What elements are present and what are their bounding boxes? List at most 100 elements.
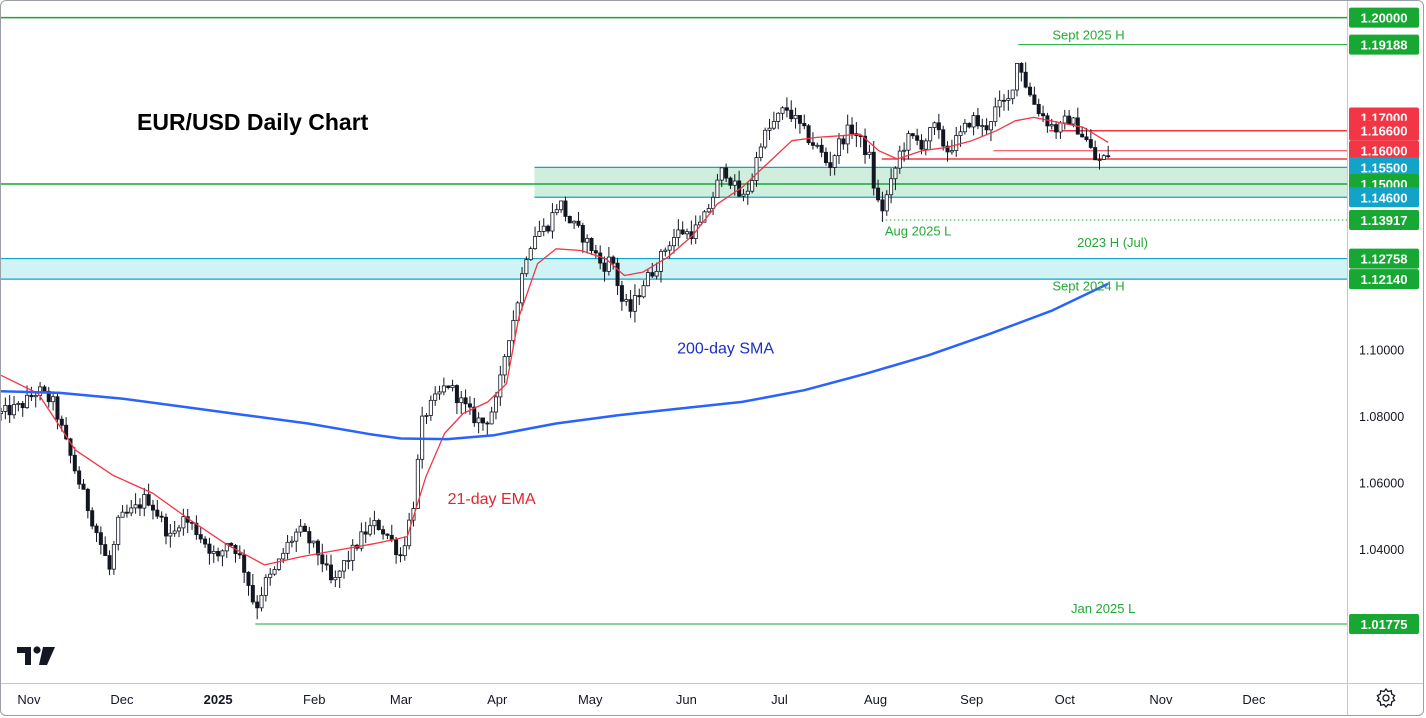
candle-80	[346, 550, 351, 570]
candle-200	[867, 144, 872, 159]
candle-body	[537, 231, 542, 237]
candle-132	[572, 220, 577, 229]
candle-167	[724, 163, 729, 183]
candle-body	[289, 540, 294, 543]
candle-238	[1032, 86, 1037, 105]
candle-body	[672, 237, 677, 247]
candle-128	[554, 204, 559, 216]
candle-body	[1010, 89, 1015, 100]
candle-body	[25, 394, 30, 409]
candle-body	[229, 542, 234, 546]
candle-body	[476, 417, 481, 424]
candle-body	[797, 115, 802, 124]
candle-body	[685, 231, 690, 235]
candle-body	[272, 569, 277, 575]
candle-body	[98, 532, 103, 545]
candle-229	[993, 97, 998, 127]
candle-199	[863, 128, 868, 164]
candle-body	[480, 417, 485, 424]
series-21-day-ema	[1, 116, 1109, 566]
candle-body	[415, 458, 420, 509]
candle-body	[1015, 63, 1020, 91]
candle-body	[46, 390, 51, 403]
candle-190	[823, 147, 828, 166]
candle-body	[120, 511, 125, 518]
candle-224	[971, 112, 976, 136]
candle-body	[16, 403, 21, 405]
candle-body	[1062, 115, 1067, 124]
price-badge-label: 1.13917	[1361, 213, 1408, 228]
candle-body	[563, 200, 568, 217]
candle-126	[546, 224, 551, 234]
candle-250	[1084, 127, 1089, 142]
candle-body	[285, 541, 290, 554]
candle-body	[111, 544, 116, 570]
candle-181	[784, 97, 789, 118]
price-badge-1.20000: 1.20000	[1349, 7, 1419, 28]
candle-237	[1028, 82, 1033, 97]
candle-body	[1093, 147, 1098, 161]
price-badge-bg	[1349, 34, 1419, 55]
candle-body	[446, 385, 451, 388]
candle-body	[129, 507, 134, 514]
candle-body	[259, 594, 264, 609]
candle-98	[424, 413, 429, 424]
candle-92	[398, 547, 403, 563]
candle-50	[216, 547, 221, 562]
candle-21	[90, 507, 95, 530]
price-badge-1.15500: 1.15500	[1349, 157, 1419, 178]
candle-body	[958, 131, 963, 136]
candle-body	[828, 162, 833, 168]
candle-body	[411, 508, 416, 521]
price-badge-1.01775: 1.01775	[1349, 613, 1419, 634]
candle-173	[750, 173, 755, 194]
candle-243	[1054, 121, 1059, 139]
candle-255	[1106, 145, 1111, 159]
candle-81	[350, 539, 355, 571]
candle-95	[411, 501, 416, 527]
candle-body	[945, 145, 950, 153]
tradingview-logo[interactable]	[17, 645, 57, 669]
candle-body	[441, 385, 446, 393]
candle-109	[472, 397, 477, 427]
candle-body	[897, 150, 902, 169]
price-badge-label: 1.01775	[1361, 617, 1408, 632]
candle-body	[554, 209, 559, 214]
candle-74	[320, 543, 325, 573]
candle-47	[203, 536, 208, 548]
candle-206	[893, 166, 898, 191]
settings-gear-button[interactable]	[1375, 687, 1397, 709]
candle-body	[1, 411, 4, 414]
candle-192	[832, 154, 837, 176]
candle-203	[880, 191, 885, 222]
candle-61	[263, 574, 268, 602]
candle-103	[446, 385, 451, 390]
candle-body	[424, 414, 429, 417]
candle-body	[372, 520, 377, 527]
candle-body	[810, 142, 815, 146]
candle-151	[654, 262, 659, 280]
price-badge-1.16000: 1.16000	[1349, 140, 1419, 161]
candle-body	[676, 229, 681, 238]
candle-body	[103, 544, 108, 556]
candle-25	[107, 550, 112, 576]
candle-body	[489, 411, 494, 425]
candle-body	[863, 135, 868, 156]
candle-body	[802, 122, 807, 127]
candle-223	[967, 122, 972, 129]
price-tick-3: 1.04000	[1359, 543, 1404, 557]
candle-body	[719, 167, 724, 181]
candle-body	[20, 403, 25, 409]
candle-body	[346, 560, 351, 562]
candle-32	[137, 498, 142, 516]
candle-11	[46, 386, 51, 408]
candle-body	[1006, 98, 1011, 101]
candle-124	[537, 220, 542, 238]
candle-body	[454, 385, 459, 404]
candle-33	[142, 487, 147, 517]
candle-body	[711, 196, 716, 209]
zone-1	[1, 258, 1347, 280]
annotation-4: Jan 2025 L	[1071, 601, 1135, 616]
candle-body	[385, 533, 390, 536]
